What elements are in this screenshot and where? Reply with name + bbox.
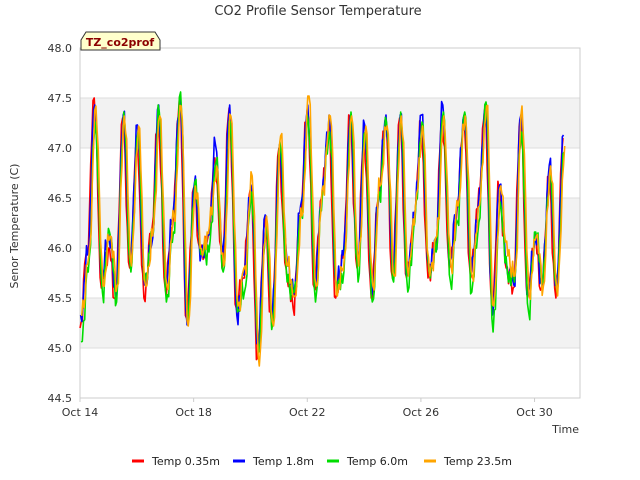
x-tick-labels: Oct 14 Oct 18 Oct 22 Oct 26 Oct 30: [62, 398, 553, 419]
chart-title: CO2 Profile Sensor Temperature: [214, 4, 421, 19]
series-line: [80, 95, 566, 367]
y-tick-label: 47.0: [48, 142, 73, 155]
site-badge: TZ_co2prof: [80, 31, 161, 51]
plot-area: [79, 47, 581, 399]
x-tick-label: Oct 26: [403, 406, 440, 419]
site-badge-box: [80, 31, 161, 51]
y-tick-label: 45.0: [48, 342, 73, 355]
legend-label: Temp 6.0m: [346, 455, 408, 468]
y-tick-label: 44.5: [48, 392, 73, 405]
y-axis-title: Senor Temperature (C): [8, 164, 21, 289]
legend-label: Temp 23.5m: [443, 455, 512, 468]
site-badge-label: TZ_co2prof: [86, 36, 155, 49]
series-layer: [79, 91, 566, 367]
x-tick-label: Oct 18: [175, 406, 212, 419]
y-tick-label: 46.0: [48, 242, 73, 255]
y-tick-label: 46.5: [48, 192, 73, 205]
y-tick-label: 45.5: [48, 292, 73, 305]
y-tick-label: 47.5: [48, 92, 73, 105]
y-tick-label: 48.0: [48, 42, 73, 55]
plot-band-0: [80, 298, 580, 348]
x-tick-label: Oct 22: [289, 406, 326, 419]
y-tick-labels: 44.5 45.0 45.5 46.0 46.5 47.0 47.5 48.0: [48, 42, 73, 405]
x-tick-label: Oct 14: [62, 406, 99, 419]
legend: Temp 0.35m Temp 1.8m Temp 6.0m Temp 23.5m: [132, 455, 512, 468]
x-axis-title: Time: [551, 423, 579, 436]
x-tick-label: Oct 30: [516, 406, 553, 419]
legend-label: Temp 1.8m: [252, 455, 314, 468]
legend-label: Temp 0.35m: [151, 455, 220, 468]
